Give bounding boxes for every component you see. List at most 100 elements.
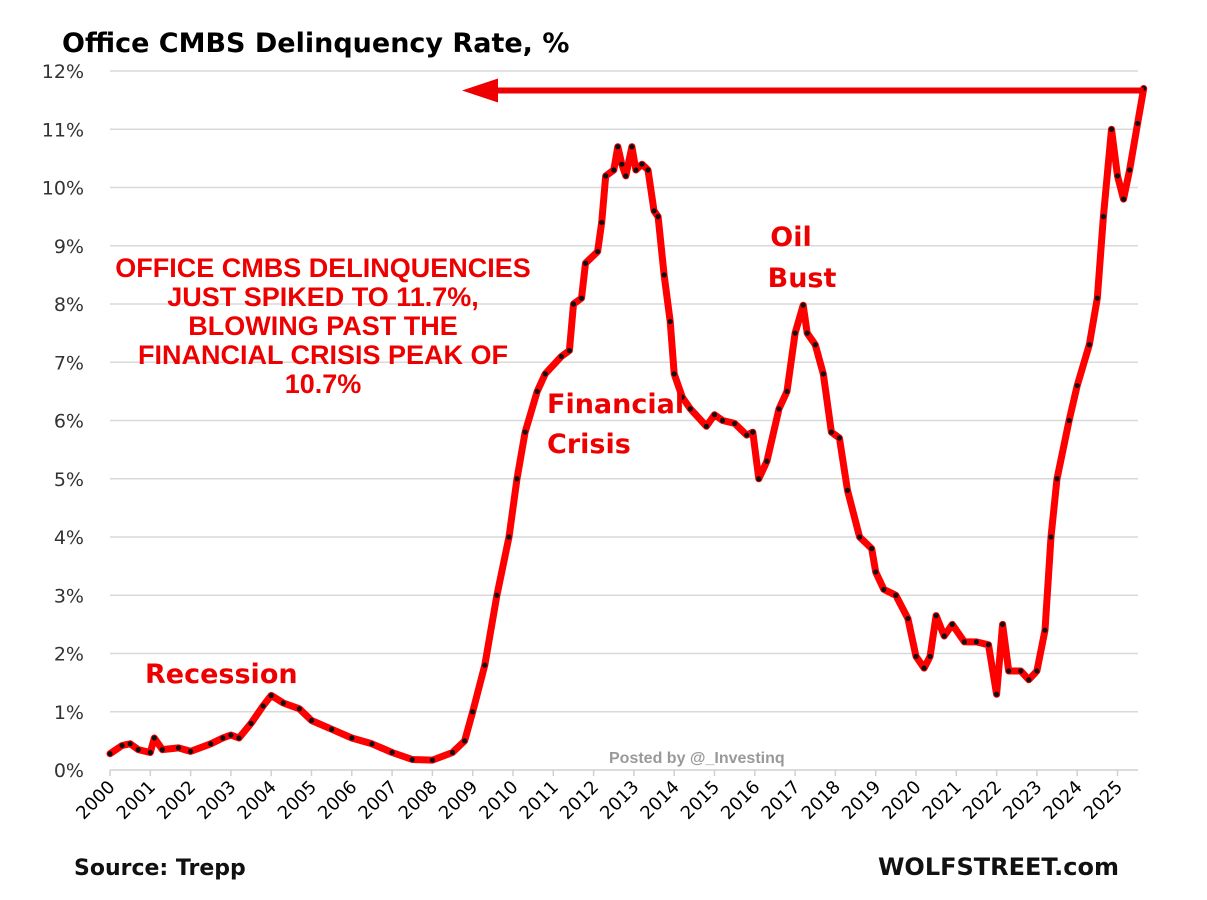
- data-point: [869, 546, 875, 552]
- data-point: [661, 272, 667, 278]
- headline-line-1: OFFICE CMBS DELINQUENCIES: [115, 253, 531, 283]
- data-point: [409, 756, 415, 763]
- data-point: [927, 653, 933, 660]
- data-point: [619, 161, 625, 167]
- x-tick-label: 2022: [959, 777, 1006, 824]
- x-tick-label: 2021: [919, 777, 966, 824]
- y-tick-label: 5%: [54, 469, 84, 491]
- data-point: [349, 735, 355, 741]
- data-point: [881, 586, 887, 593]
- data-point: [135, 747, 141, 753]
- data-point: [578, 295, 585, 301]
- data-point: [107, 751, 113, 757]
- headline-line-2: JUST SPIKED TO 11.7%,: [167, 282, 479, 312]
- source-label: Source: Trepp: [74, 856, 246, 881]
- data-point: [429, 757, 435, 763]
- x-tick-label: 2003: [193, 777, 240, 824]
- x-tick-label: 2024: [1039, 777, 1086, 824]
- data-point: [449, 749, 456, 756]
- data-point: [159, 747, 165, 753]
- y-tick-label: 11%: [42, 119, 84, 141]
- data-point: [1000, 621, 1006, 627]
- data-point: [941, 633, 947, 639]
- data-point: [828, 429, 834, 435]
- data-point: [645, 167, 651, 173]
- data-point: [220, 735, 226, 741]
- data-point: [296, 706, 303, 712]
- headline-line-5: 10.7%: [285, 369, 362, 399]
- x-tick-label: 2006: [314, 777, 361, 824]
- data-point: [994, 691, 1000, 697]
- data-point: [671, 371, 677, 377]
- financial-crisis-label-line-1: Financial: [547, 389, 684, 420]
- data-point: [389, 749, 395, 756]
- data-point: [1094, 295, 1100, 301]
- data-point: [913, 653, 919, 660]
- data-point: [1066, 417, 1072, 424]
- data-point: [973, 639, 980, 645]
- data-point: [812, 342, 818, 348]
- x-tick-label: 2023: [999, 777, 1046, 824]
- y-tick-label: 1%: [54, 702, 84, 724]
- data-point: [268, 692, 274, 699]
- x-tick-label: 2001: [113, 777, 160, 824]
- data-point: [893, 592, 899, 598]
- data-point: [744, 432, 750, 438]
- data-point: [119, 742, 125, 749]
- data-point: [623, 173, 629, 179]
- data-point: [1034, 668, 1040, 674]
- data-point: [599, 219, 605, 226]
- data-point: [506, 534, 512, 540]
- data-point: [1054, 476, 1060, 482]
- x-tick-label: 2020: [878, 777, 925, 824]
- data-point: [921, 665, 927, 671]
- data-point: [514, 476, 520, 482]
- data-point: [566, 348, 573, 354]
- data-point: [1042, 627, 1048, 633]
- data-point: [369, 741, 375, 747]
- data-point: [611, 167, 617, 173]
- recession-label: Recession: [145, 659, 298, 690]
- data-point: [711, 412, 718, 418]
- data-point: [603, 173, 609, 179]
- data-point: [462, 738, 468, 744]
- data-point: [949, 621, 955, 627]
- data-point: [844, 487, 851, 493]
- data-point: [792, 330, 798, 336]
- x-tick-label: 2005: [274, 777, 321, 824]
- data-point: [1135, 120, 1141, 127]
- data-point: [804, 330, 810, 336]
- data-point: [1074, 382, 1080, 389]
- data-point: [651, 208, 657, 214]
- data-point: [228, 732, 234, 738]
- data-point: [1126, 167, 1133, 173]
- x-tick-label: 2010: [475, 777, 522, 824]
- data-point: [764, 458, 770, 464]
- data-point: [236, 735, 242, 741]
- data-point: [542, 371, 548, 377]
- data-point: [1120, 196, 1127, 202]
- data-point: [732, 420, 738, 427]
- data-point: [208, 741, 214, 747]
- x-tick-label: 2015: [677, 777, 724, 824]
- y-tick-label: 10%: [42, 178, 84, 200]
- oil-bust-label-line-2: Bust: [768, 263, 837, 294]
- y-tick-label: 3%: [54, 585, 84, 607]
- x-tick-label: 2013: [596, 777, 643, 824]
- x-tick-label: 2011: [516, 777, 563, 824]
- data-point: [1018, 668, 1024, 674]
- x-tick-label: 2008: [395, 777, 442, 824]
- data-point: [679, 394, 685, 400]
- arrow-head: [462, 78, 498, 103]
- data-point: [494, 592, 500, 598]
- watermark: Posted by @_Investinq: [609, 750, 785, 767]
- data-point: [127, 741, 133, 747]
- data-point: [961, 639, 967, 645]
- data-point: [248, 720, 254, 727]
- headline-line-4: FINANCIAL CRISIS PEAK OF: [138, 340, 508, 370]
- x-axis-ticks: 2000200120022003200420052006200720082009…: [72, 770, 1127, 824]
- x-tick-label: 2025: [1080, 777, 1127, 824]
- x-tick-label: 2014: [636, 777, 683, 824]
- data-point: [558, 353, 564, 360]
- data-point: [836, 435, 843, 441]
